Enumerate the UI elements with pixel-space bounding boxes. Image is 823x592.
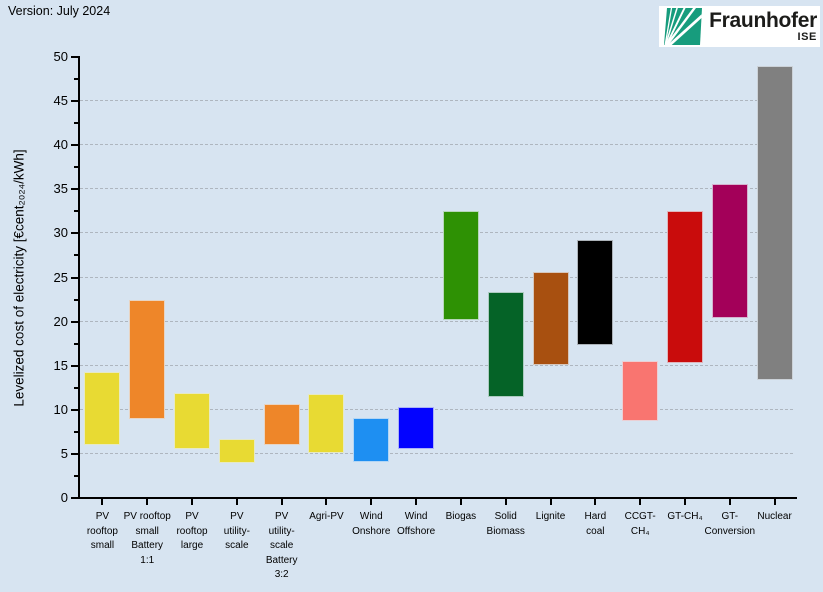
range-bar-15 [756,65,793,380]
range-bar-8 [442,211,479,320]
x-tick [683,498,686,505]
y-major-tick [71,100,80,103]
x-tick [639,498,642,505]
x-tick [549,498,552,505]
range-bar-1 [129,299,166,419]
range-bar-14 [711,184,748,319]
x-tick [370,498,373,505]
range-bar-7 [398,407,435,450]
y-major-tick [71,56,80,58]
x-category-label: PV rooftop small [86,511,118,551]
x-category-label: Nuclear [757,511,792,522]
x-category-label: Wind Onshore [352,511,391,537]
x-category-label: PV utility- scale [223,511,250,551]
y-tick-label: 20 [53,313,68,329]
x-axis-line [78,497,797,499]
x-category-label: PV utility- scale Battery 3:2 [265,511,298,580]
x-category-label: Agri-PV [309,511,344,522]
y-major-tick [71,144,80,147]
gridline [80,320,793,322]
x-category-label: GT-CH₄ [667,511,703,522]
gridline [80,100,793,102]
x-category-label: PV rooftop small Battery 1:1 [123,511,171,566]
y-major-tick [71,276,80,279]
y-tick-label: 45 [53,93,68,109]
y-major-tick [71,408,80,411]
y-major-tick [71,364,80,367]
x-tick [504,498,507,505]
range-bar-5 [308,393,345,454]
logo-institute: ISE [797,31,817,43]
x-category-label: Hard coal [584,511,607,537]
y-major-tick [71,320,80,323]
x-category-label: Lignite [535,511,566,522]
y-major-tick [71,188,80,191]
range-bar-4 [263,403,300,446]
gridline [80,408,793,410]
y-axis-label: Levelized cost of electricity [€cent₂₀₂₄… [11,149,27,407]
fraunhofer-logo: Fraunhofer ISE [659,6,820,47]
range-bar-2 [174,393,211,450]
x-tick [146,498,149,505]
y-minor-tick [74,430,80,433]
x-tick [325,498,328,505]
gridline [80,144,793,146]
y-tick-label: 0 [60,490,68,505]
gridline [80,188,793,190]
x-category-label: GT- Conversion [704,511,756,537]
y-tick-label: 15 [53,357,68,373]
logo-text: Fraunhofer ISE [709,10,817,43]
x-category-label: Biogas [445,511,477,522]
x-tick [191,498,194,505]
version-label: Version: July 2024 [8,4,111,18]
x-tick [235,498,238,505]
x-tick [459,498,462,505]
y-minor-tick [74,122,80,125]
y-major-tick [71,452,80,455]
range-bar-12 [622,361,659,422]
range-bar-9 [487,291,524,398]
gridline [80,452,793,454]
y-minor-tick [74,78,80,81]
y-minor-tick [74,166,80,169]
x-category-label: Wind Offshore [397,511,436,537]
x-tick [101,498,104,505]
y-tick-label: 35 [53,181,68,197]
x-category-label: PV rooftop large [176,511,208,551]
x-tick [773,498,776,505]
range-bar-0 [84,371,121,446]
fraunhofer-emblem-icon [664,8,703,45]
x-tick [728,498,731,505]
x-tick [415,498,418,505]
x-category-label: Solid Biomass [486,511,525,537]
range-bar-11 [577,240,614,345]
y-tick-label: 5 [60,445,68,461]
x-category-label: CCGT- CH₄ [624,511,656,537]
y-minor-tick [74,298,80,301]
y-tick-label: 25 [53,269,68,285]
range-bar-6 [353,417,390,462]
y-tick-label: 50 [53,49,68,64]
range-bar-10 [532,272,569,365]
x-tick [594,498,597,505]
y-minor-tick [74,210,80,213]
y-minor-tick [74,254,80,257]
y-major-tick [71,232,80,235]
gridline [80,276,793,278]
gridline [80,364,793,366]
y-tick-label: 10 [53,401,68,417]
range-bar-3 [218,438,255,463]
y-minor-tick [74,474,80,477]
gridline [80,232,793,234]
y-minor-tick [74,342,80,345]
y-tick-label: 30 [53,225,68,241]
y-minor-tick [74,386,80,389]
x-tick [280,498,283,505]
y-major-tick [71,497,80,499]
y-tick-label: 40 [53,137,68,153]
logo-brand: Fraunhofer [709,9,817,32]
range-bar-13 [666,211,703,364]
